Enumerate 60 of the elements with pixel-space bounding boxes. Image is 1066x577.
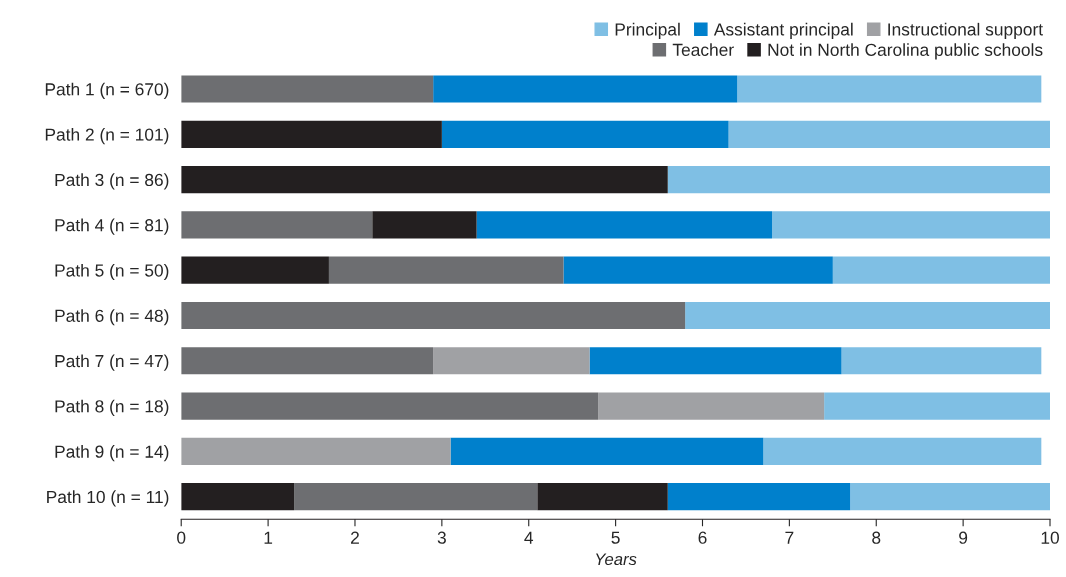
legend-label: Instructional support (888, 22, 1043, 40)
bar (181, 483, 295, 511)
x-tick-label: 9 (959, 531, 968, 544)
bar (433, 347, 590, 375)
x-tick-label: 8 (872, 531, 881, 544)
x-tick-label: 3 (437, 531, 446, 544)
bar (450, 437, 764, 465)
bar (728, 120, 1051, 148)
bar (181, 301, 686, 330)
bar (598, 392, 825, 420)
x-tick-label: 10 (1041, 531, 1059, 544)
legend-label: Teacher (672, 43, 734, 56)
y-tick-label: Path 4 (n = 81) (55, 218, 169, 235)
bar (181, 347, 434, 375)
legend-label: Principal (615, 22, 680, 40)
bar (476, 211, 772, 239)
y-tick-label: Path 1 (n = 670) (45, 82, 169, 99)
bar (850, 483, 1051, 511)
y-tick-label: Path 9 (n = 14) (55, 445, 169, 462)
legend-label: Assistant principal (713, 22, 853, 40)
bar (824, 392, 1051, 420)
bar (181, 256, 329, 284)
bar (181, 75, 434, 103)
bar (737, 75, 1042, 103)
x-tick-label: 6 (698, 531, 707, 544)
bar (667, 483, 851, 511)
bar (181, 437, 451, 465)
x-axis-title: Years (596, 553, 637, 566)
x-tick-label: 7 (785, 531, 794, 544)
bar (372, 211, 477, 239)
bar (181, 392, 599, 420)
x-tick-label: 0 (177, 531, 186, 544)
x-tick-label: 5 (611, 531, 620, 544)
bar (181, 120, 442, 148)
bar (563, 256, 833, 284)
y-tick-label: Path 6 (n = 48) (55, 309, 169, 326)
bar (832, 256, 1051, 284)
y-tick-label: Path 7 (n = 47) (55, 354, 169, 371)
y-tick-label: Path 5 (n = 50) (55, 263, 169, 281)
y-tick-label: Path 10 (n = 11) (47, 490, 169, 507)
bar (763, 437, 1042, 465)
bar (772, 211, 1051, 239)
bar (685, 301, 1051, 330)
legend-label: Not in North Carolina public schools (768, 43, 1043, 60)
bar (441, 120, 729, 148)
bar (589, 347, 842, 375)
bar (667, 166, 1051, 194)
bar (433, 75, 738, 103)
x-tick-label: 1 (264, 531, 273, 544)
bar (181, 211, 373, 239)
bar (294, 483, 538, 511)
y-tick-label: Path 3 (n = 86) (55, 173, 169, 190)
bar (537, 483, 668, 511)
x-tick-label: 4 (524, 531, 534, 544)
x-tick-label: 2 (351, 531, 359, 544)
bar (328, 256, 564, 284)
y-tick-label: Path 8 (n = 18) (55, 399, 169, 416)
y-tick-label: Path 2 (n = 101) (45, 128, 169, 145)
bar (841, 347, 1042, 375)
bar (181, 166, 668, 194)
